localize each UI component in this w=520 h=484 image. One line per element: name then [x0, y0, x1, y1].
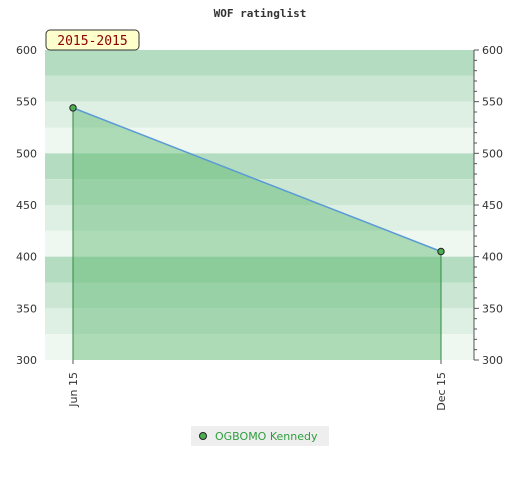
x-axis: Jun 15 Dec 15 [67, 360, 448, 411]
series-area [72, 107, 442, 360]
grid-band [45, 282, 474, 309]
chart-title: WOF ratinglist [214, 7, 307, 20]
y-tick-label-right: 350 [482, 302, 503, 315]
grid-band [45, 205, 474, 231]
series-points [69, 104, 445, 256]
y-tick-label-left: 600 [16, 44, 37, 57]
x-tick-label: Jun 15 [67, 372, 80, 408]
x-tick-label: Dec 15 [435, 372, 448, 411]
legend[interactable]: OGBOMO Kennedy [191, 426, 329, 446]
y-tick-label-left: 300 [16, 354, 37, 367]
y-tick-label-right: 600 [482, 44, 503, 57]
y-tick-label-right: 500 [482, 147, 503, 160]
grid-band [45, 179, 474, 205]
y-tick-label-right: 450 [482, 199, 503, 212]
grid-band [45, 334, 474, 360]
y-tick-label-left: 350 [16, 302, 37, 315]
legend-marker-icon [199, 432, 207, 440]
y-axis-left: 300 350 400 450 500 550 600 [16, 44, 37, 367]
plot-background-bands [45, 50, 474, 360]
y-tick-label-right: 400 [482, 251, 503, 264]
data-point[interactable] [437, 247, 445, 256]
y-axis-right: 300 350 400 450 500 550 600 [473, 44, 503, 367]
y-tick-label-left: 550 [16, 96, 37, 109]
legend-series-label: OGBOMO Kennedy [215, 429, 318, 443]
grid-band [45, 75, 474, 102]
grid-band [45, 153, 474, 180]
series-area-fill [73, 107, 441, 360]
grid-band [45, 101, 474, 128]
y-tick-label-right: 550 [482, 96, 503, 109]
series-line [72, 107, 442, 253]
data-point[interactable] [69, 104, 77, 112]
grid-band [45, 230, 474, 257]
grid-band [45, 256, 474, 283]
year-badge: 2015-2015 [45, 29, 140, 51]
y-tick-label-left: 450 [16, 199, 37, 212]
grid-band [45, 127, 474, 154]
year-badge-label: 2015-2015 [57, 34, 127, 49]
grid-band [45, 50, 474, 76]
y-tick-label-left: 400 [16, 251, 37, 264]
y-tick-label-right: 300 [482, 354, 503, 367]
grid-band [45, 308, 474, 335]
y-tick-label-left: 500 [16, 147, 37, 160]
